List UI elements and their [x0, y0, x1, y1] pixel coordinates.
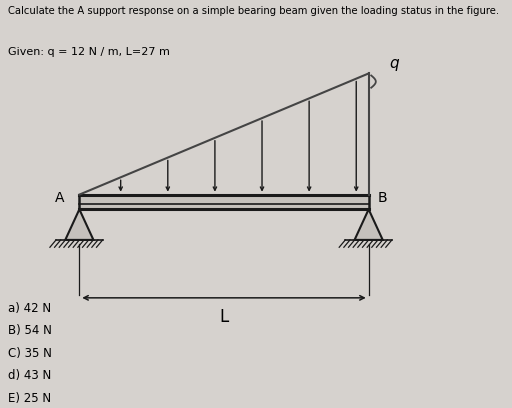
Text: q: q — [389, 56, 399, 71]
Text: Given: q = 12 N / m, L=27 m: Given: q = 12 N / m, L=27 m — [8, 47, 169, 57]
Text: Calculate the A support response on a simple bearing beam given the loading stat: Calculate the A support response on a si… — [8, 6, 499, 16]
Text: a) 42 N: a) 42 N — [8, 302, 51, 315]
Text: B) 54 N: B) 54 N — [8, 324, 52, 337]
Text: L: L — [219, 308, 229, 326]
Text: A: A — [54, 191, 64, 205]
FancyBboxPatch shape — [79, 195, 369, 209]
Polygon shape — [354, 209, 382, 240]
Text: E) 25 N: E) 25 N — [8, 392, 51, 405]
Polygon shape — [66, 209, 93, 240]
Text: B: B — [378, 191, 388, 205]
Text: C) 35 N: C) 35 N — [8, 347, 52, 360]
Text: d) 43 N: d) 43 N — [8, 369, 51, 382]
